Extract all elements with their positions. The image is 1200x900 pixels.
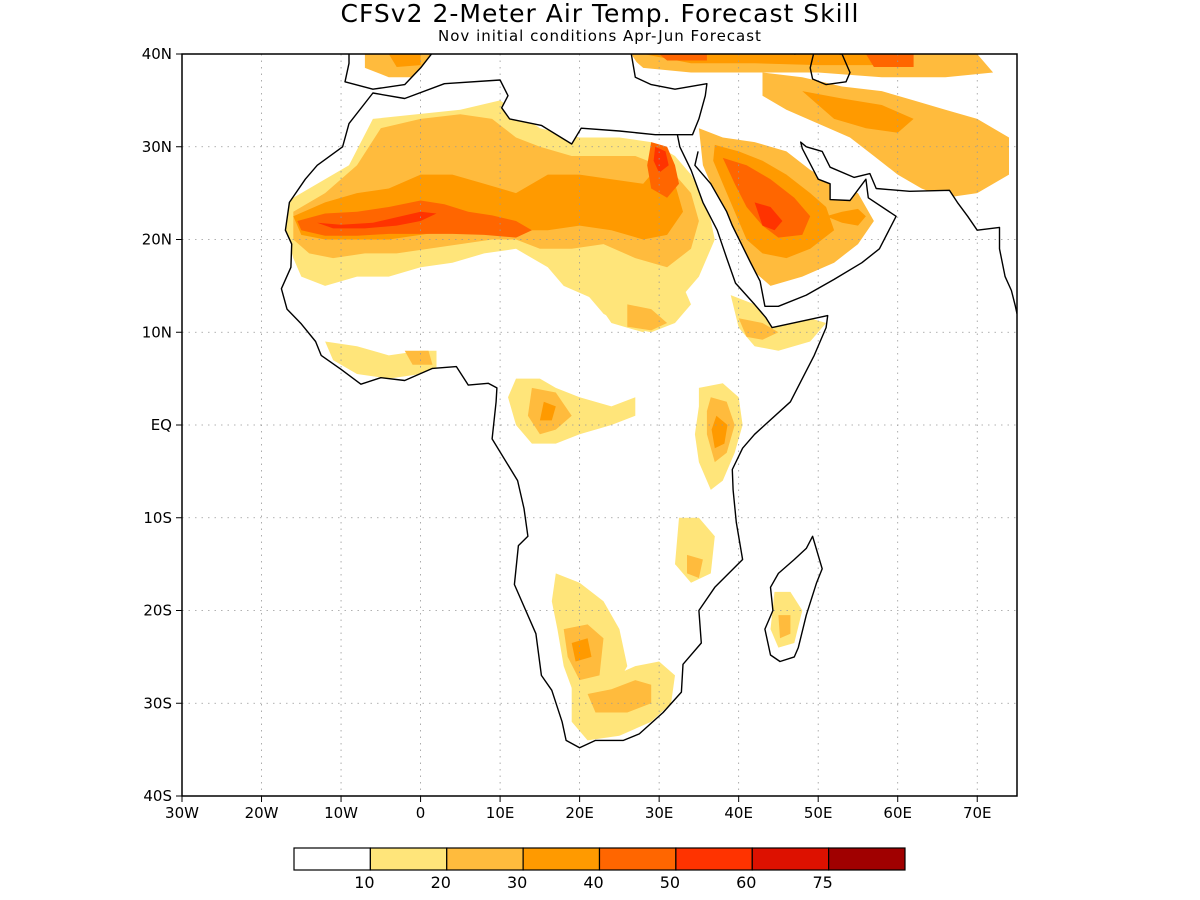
lat-tick-label: 10S	[143, 509, 172, 527]
lon-tick-label: 20E	[565, 804, 594, 822]
skill-region-50	[317, 211, 437, 229]
map-title: CFSv2 2-Meter Air Temp. Forecast Skill	[340, 0, 860, 28]
colorbar-label: 20	[431, 873, 451, 892]
lat-tick-label: 20N	[142, 231, 172, 249]
skill-region-20	[404, 350, 433, 365]
colorbar-swatch	[522, 847, 601, 871]
lat-tick-label: 30N	[142, 138, 172, 156]
skill-region-40	[865, 54, 914, 67]
skill-region-40	[659, 54, 707, 61]
skill-region-20	[778, 615, 791, 639]
caspian-coastline	[794, 54, 851, 86]
colorbar-swatch	[446, 847, 524, 871]
arabia-coastline	[694, 141, 897, 307]
africa-coastline	[280, 79, 829, 749]
madagascar-coastline	[764, 535, 823, 663]
iberia-coastline	[344, 54, 433, 90]
skill-region-20	[627, 304, 668, 331]
skill-region-30	[826, 208, 866, 226]
lon-tick-label: 60E	[883, 804, 912, 822]
lat-tick-label: 20S	[143, 602, 172, 620]
skill-region-20	[738, 318, 779, 340]
colorbar-label: 60	[736, 873, 756, 892]
colorbar-swatch	[369, 847, 448, 871]
lon-tick-label: 10E	[486, 804, 515, 822]
colorbar: 10 20 30 40 50 60 75	[293, 847, 906, 892]
lat-tick-label: 40N	[142, 45, 172, 63]
lon-tick-label: 0	[416, 804, 426, 822]
coastlines	[280, 54, 1017, 749]
lon-tick-label: 20W	[245, 804, 279, 822]
skill-region-10	[675, 517, 715, 583]
colorbar-label: 40	[583, 873, 603, 892]
skill-region-20	[587, 680, 652, 713]
skill-shading-layer	[285, 54, 1009, 741]
lon-tick-label: 10W	[324, 804, 358, 822]
lat-tick-label: 10N	[142, 323, 172, 341]
lon-tick-label: 40E	[724, 804, 753, 822]
colorbar-swatch	[675, 847, 753, 871]
skill-region-30	[388, 54, 421, 67]
skill-region-30	[802, 91, 914, 133]
colorbar-swatch	[293, 847, 371, 871]
skill-region-30	[711, 415, 728, 449]
skill-region-10	[325, 341, 437, 379]
colorbar-label: 10	[354, 873, 374, 892]
colorbar-swatch	[828, 847, 906, 871]
lat-tick-label: 30S	[143, 694, 172, 712]
skill-region-40	[722, 157, 811, 238]
colorbar-label: 30	[507, 873, 527, 892]
levant-coastline	[630, 54, 708, 136]
lon-tick-label: 30E	[645, 804, 674, 822]
lon-tick-label: 50E	[804, 804, 833, 822]
skill-region-20	[687, 554, 703, 578]
colorbar-swatch	[598, 847, 677, 871]
asia-coastline	[806, 146, 1017, 314]
skill-region-50	[653, 146, 669, 173]
lat-tick-label: EQ	[151, 416, 172, 434]
skill-region-30	[571, 638, 592, 662]
lat-tick-label: 40S	[143, 787, 172, 805]
lon-tick-label: 30W	[165, 804, 199, 822]
lon-tick-label: 70E	[963, 804, 992, 822]
colorbar-label: 50	[660, 873, 680, 892]
skill-region-30	[539, 401, 556, 421]
skill-region-10	[587, 267, 691, 333]
colorbar-label: 75	[812, 873, 832, 892]
gridlines	[182, 54, 1017, 796]
skill-region-50	[754, 202, 783, 231]
colorbar-swatch	[751, 847, 830, 871]
map-subtitle: Nov initial conditions Apr-Jun Forecast	[438, 27, 762, 45]
